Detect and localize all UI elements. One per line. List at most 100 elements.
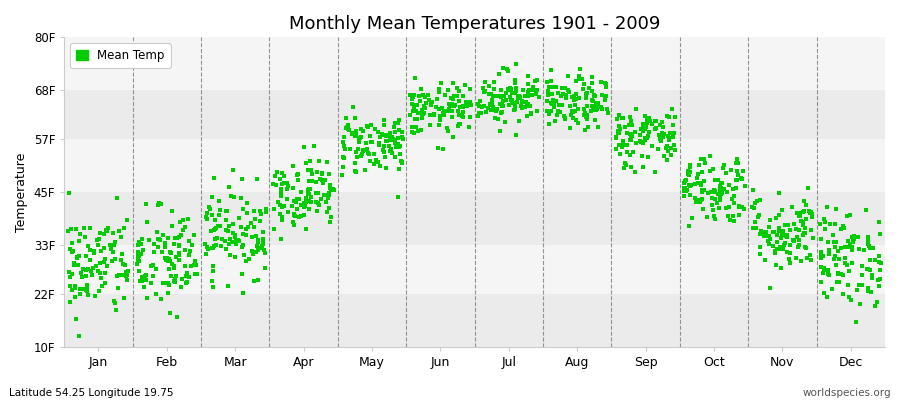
Point <box>201 246 215 252</box>
Point <box>613 151 627 158</box>
Point <box>680 171 695 177</box>
Point <box>238 226 253 232</box>
Point <box>769 262 783 268</box>
Point <box>287 212 302 218</box>
Point <box>577 112 591 118</box>
Point <box>514 103 528 110</box>
Point <box>293 202 308 208</box>
Point <box>760 238 775 244</box>
Point <box>339 124 354 130</box>
Point <box>75 274 89 280</box>
Point <box>613 125 627 132</box>
Point <box>250 236 265 243</box>
Point <box>728 160 742 166</box>
Point <box>218 238 232 244</box>
Point <box>838 260 852 266</box>
Bar <box>64 37 885 90</box>
Point <box>339 125 354 132</box>
Point <box>310 208 324 214</box>
Point <box>219 227 233 233</box>
Point <box>713 183 727 190</box>
Point <box>303 158 318 164</box>
Point <box>576 86 590 92</box>
Point <box>166 278 181 284</box>
Point <box>573 66 588 72</box>
Point <box>805 211 819 218</box>
Point <box>854 281 868 288</box>
Point <box>382 143 396 150</box>
Point <box>433 113 447 119</box>
Point <box>320 195 335 202</box>
Point <box>861 266 876 272</box>
Point <box>338 125 353 131</box>
Point <box>526 84 541 90</box>
Point <box>247 278 261 284</box>
Point <box>296 200 310 206</box>
Point <box>146 272 160 279</box>
Point <box>791 242 806 248</box>
Point <box>80 288 94 294</box>
Point <box>140 219 154 226</box>
Point <box>293 188 308 195</box>
Point <box>587 92 601 98</box>
Point <box>137 284 151 291</box>
Point <box>291 170 305 177</box>
Point <box>798 202 813 208</box>
Point <box>490 106 504 112</box>
Point <box>453 104 467 111</box>
Point <box>845 239 859 246</box>
Point <box>248 216 262 222</box>
Point <box>757 233 771 240</box>
Point <box>250 277 265 284</box>
Point <box>729 185 743 192</box>
Point <box>410 102 425 108</box>
Point <box>568 102 582 108</box>
Point <box>77 234 92 241</box>
Point <box>842 244 856 250</box>
Point <box>722 204 736 210</box>
Point <box>778 232 793 238</box>
Point <box>356 146 370 153</box>
Point <box>472 112 486 119</box>
Point <box>107 242 122 249</box>
Point <box>346 104 360 110</box>
Point <box>825 286 840 292</box>
Point <box>637 134 652 141</box>
Point <box>495 103 509 109</box>
Point <box>789 226 804 232</box>
Point <box>404 129 419 136</box>
Point <box>813 221 827 227</box>
Point <box>757 228 771 235</box>
Point <box>793 218 807 224</box>
Point <box>186 232 201 239</box>
Point <box>423 122 437 129</box>
Point <box>641 133 655 140</box>
Point <box>748 218 762 225</box>
Point <box>654 132 669 138</box>
Point <box>544 66 558 73</box>
Point <box>93 230 107 236</box>
Point <box>148 290 163 297</box>
Point <box>146 262 160 268</box>
Point <box>594 78 608 85</box>
Point <box>315 171 329 177</box>
Point <box>206 268 220 274</box>
Point <box>717 186 732 193</box>
Point <box>221 184 236 190</box>
Point <box>139 276 153 283</box>
Point <box>160 280 175 286</box>
Point <box>581 85 596 91</box>
Point <box>206 227 220 234</box>
Point <box>763 285 778 292</box>
Point <box>117 294 131 301</box>
Point <box>289 199 303 206</box>
Point <box>636 125 651 132</box>
Point <box>799 255 814 262</box>
Point <box>700 190 715 196</box>
Point <box>158 240 172 246</box>
Point <box>382 132 396 138</box>
Point <box>654 138 669 144</box>
Point <box>690 170 705 177</box>
Point <box>205 212 220 218</box>
Point <box>679 178 693 184</box>
